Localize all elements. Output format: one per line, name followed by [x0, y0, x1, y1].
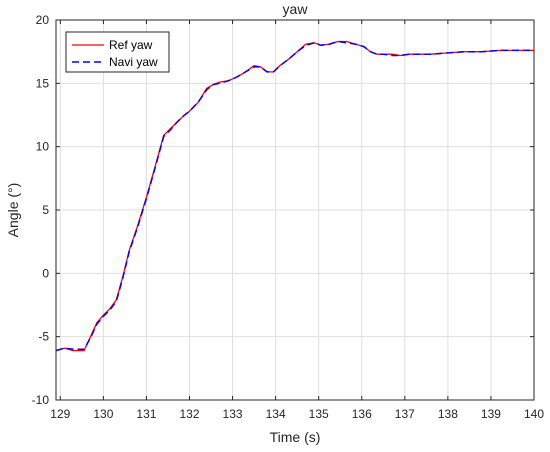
x-tick-label: 136: [352, 407, 372, 421]
y-tick-label: 5: [42, 203, 49, 217]
y-tick-label: -10: [32, 393, 50, 407]
y-axis-title: Angle (°): [5, 183, 21, 238]
series-line-navi-yaw: [55, 40, 534, 352]
x-tick-label: 140: [524, 407, 544, 421]
x-tick-label: 132: [179, 407, 199, 421]
x-tick-label: 139: [481, 407, 501, 421]
x-tick-label: 129: [50, 407, 70, 421]
x-tick-label: 131: [136, 407, 156, 421]
x-axis-title: Time (s): [270, 429, 321, 445]
x-tick-label: 133: [223, 407, 243, 421]
x-tick-label: 130: [93, 407, 113, 421]
y-tick-label: 10: [36, 140, 50, 154]
chart-title: yaw: [283, 1, 309, 17]
x-tick-label: 137: [395, 407, 415, 421]
x-tick-label: 138: [438, 407, 458, 421]
legend-box: [65, 31, 170, 73]
y-tick-label: 15: [36, 76, 50, 90]
y-tick-label: -5: [38, 330, 49, 344]
legend: Ref yaw Navi yaw: [65, 31, 170, 73]
legend-label-navi-yaw: Navi yaw: [109, 55, 158, 69]
x-tick-label: 134: [266, 407, 286, 421]
series-layer: [55, 40, 534, 352]
y-tick-label: 20: [36, 13, 50, 27]
y-tick-label: 0: [42, 266, 49, 280]
y-axis-ticks: -10 -5 0 5 10 15 20: [32, 13, 534, 407]
legend-label-ref-yaw: Ref yaw: [109, 38, 153, 52]
x-tick-label: 135: [309, 407, 329, 421]
x-axis-ticks: 129 130 131 132 133 134 135 136 137 138 139 140: [50, 20, 544, 421]
